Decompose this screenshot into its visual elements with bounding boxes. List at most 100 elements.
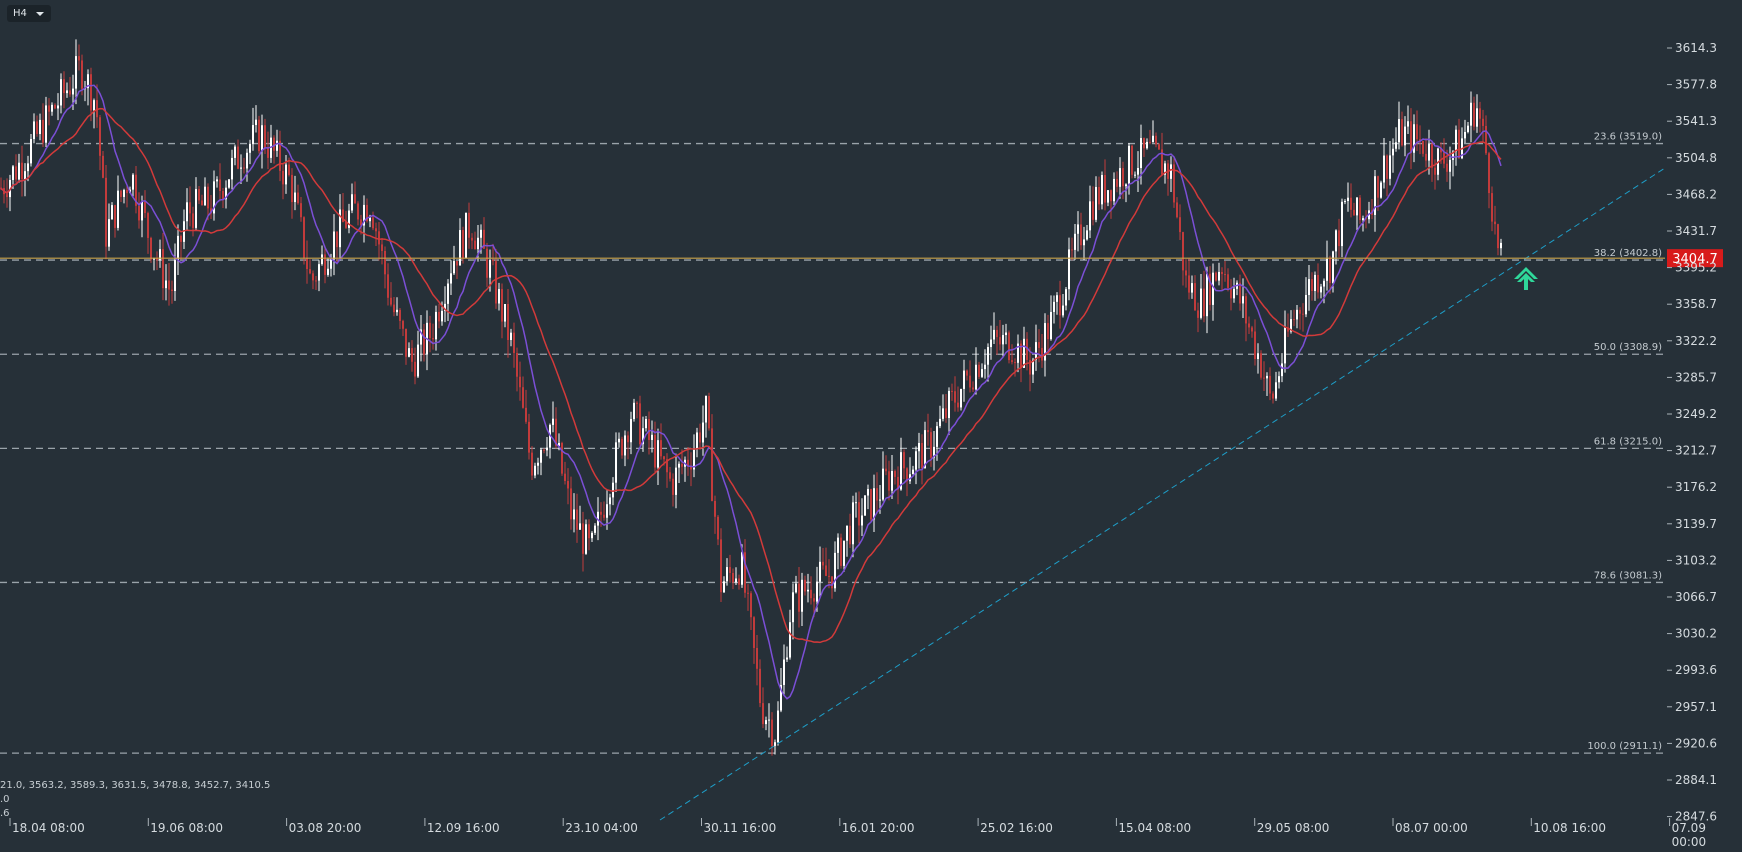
candle-body — [147, 213, 149, 238]
candle-body — [1077, 224, 1079, 234]
candle-body — [885, 468, 887, 472]
candle-body — [510, 332, 512, 341]
candle-body — [906, 468, 908, 482]
current-price-layer: 3404.7 — [0, 249, 1723, 268]
candle-body — [195, 189, 197, 228]
candle-body — [1227, 274, 1229, 288]
candle-body — [525, 407, 527, 422]
candle-body — [579, 523, 581, 530]
candle-body — [486, 248, 488, 278]
candle-body — [1245, 296, 1247, 324]
candle-body — [681, 463, 683, 467]
up-arrow-icon[interactable] — [1512, 265, 1540, 295]
candle-body — [1047, 323, 1049, 340]
candle-body — [375, 228, 377, 232]
candle-body — [777, 710, 779, 743]
candle-body — [753, 617, 755, 648]
candle-body — [114, 205, 116, 228]
candle-body — [45, 105, 47, 143]
candle-body — [846, 525, 848, 541]
candle-body — [432, 338, 434, 340]
candle-body — [393, 304, 395, 313]
candle-body — [1056, 295, 1058, 302]
candle-body — [894, 471, 896, 477]
candle-body — [222, 191, 224, 200]
candle-body — [567, 481, 569, 489]
candle-body — [1392, 148, 1394, 156]
candle-body — [468, 212, 470, 238]
candle-body — [687, 459, 689, 467]
candle-body — [801, 579, 803, 612]
candle-body — [612, 482, 614, 498]
candle-body — [267, 148, 269, 158]
candle-body — [1239, 282, 1241, 304]
candle-body — [630, 419, 632, 443]
candle-body — [1197, 310, 1199, 318]
candle-body — [528, 421, 530, 453]
candle-body — [186, 202, 188, 222]
fib-level-label: 61.8 (3215.0) — [1594, 436, 1662, 447]
candle-body — [33, 121, 35, 140]
candle-body — [1320, 286, 1322, 293]
moving-averages-layer — [0, 84, 1502, 700]
candle-body — [870, 489, 872, 520]
candle-body — [1455, 129, 1457, 152]
candle-body — [702, 422, 704, 443]
candle-body — [231, 157, 233, 180]
candle-body — [456, 261, 458, 266]
candle-body — [516, 352, 518, 377]
candle-body — [297, 192, 299, 204]
candle-body — [876, 488, 878, 501]
candle-body — [333, 231, 335, 260]
candle-body — [66, 90, 68, 94]
candle-body — [645, 418, 647, 429]
candle-body — [540, 449, 542, 463]
candle-body — [363, 204, 365, 226]
candle-body — [858, 502, 860, 526]
candle-body — [591, 532, 593, 539]
candle-body — [663, 456, 665, 460]
candle-body — [495, 261, 497, 304]
candle-body — [852, 502, 854, 545]
candle-body — [807, 589, 809, 592]
candle-body — [90, 74, 92, 111]
candle-body — [678, 463, 680, 468]
candle-body — [1068, 249, 1070, 290]
candle-body — [942, 408, 944, 419]
candle-body — [1326, 258, 1328, 281]
candle-body — [726, 567, 728, 582]
candle-body — [1140, 138, 1142, 169]
x-tick-label: 19.06 08:00 — [150, 821, 223, 835]
candle-body — [255, 119, 257, 126]
candle-body — [1107, 190, 1109, 203]
candle-body — [1104, 175, 1106, 203]
candle-body — [744, 552, 746, 593]
candle-body — [648, 418, 650, 440]
candle-body — [615, 442, 617, 483]
candle-body — [771, 719, 773, 746]
candle-body — [1221, 271, 1223, 275]
timeframe-label: H4 — [13, 8, 27, 19]
candle-body — [1299, 309, 1301, 314]
candle-body — [96, 100, 98, 118]
candle-body — [933, 446, 935, 458]
candle-body — [1062, 305, 1064, 316]
candle-body — [1344, 201, 1346, 203]
candle-body — [1413, 124, 1415, 153]
candle-body — [462, 230, 464, 259]
candle-body — [12, 166, 14, 180]
candle-body — [132, 174, 134, 190]
candle-body — [900, 452, 902, 490]
candle-body — [1035, 342, 1037, 360]
candle-body — [969, 375, 971, 388]
timeframe-selector[interactable]: H4 — [7, 5, 51, 22]
candle-body — [804, 579, 806, 592]
candle-body — [1341, 201, 1343, 247]
candle-body — [336, 231, 338, 248]
candle-body — [963, 370, 965, 389]
y-tick-label: 3285.7 — [1675, 370, 1717, 384]
candle-body — [1026, 338, 1028, 360]
candle-body — [666, 459, 668, 473]
